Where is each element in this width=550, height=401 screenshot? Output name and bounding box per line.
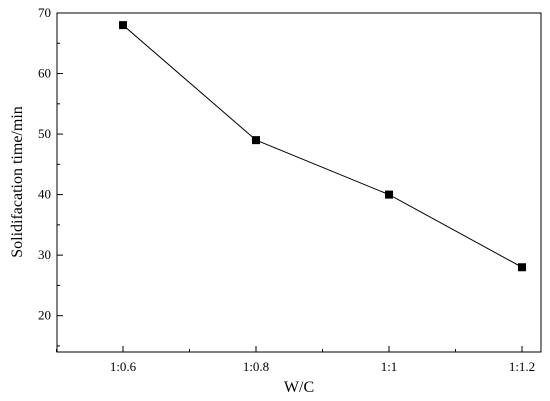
ticks-layer: 20 30 40 50 60 70 1:0.6 1:0.8 1:1 1:1.2: [38, 5, 535, 374]
data-point-marker: [385, 190, 393, 199]
y-axis-title: Solidifacation time/min: [9, 106, 26, 258]
x-tick-label: 1:0.8: [243, 359, 269, 374]
y-tick-label: 30: [38, 247, 51, 262]
y-tick-label: 20: [38, 308, 51, 323]
x-axis-title: W/C: [284, 379, 314, 396]
y-tick-label: 70: [38, 5, 51, 20]
y-tick-label: 40: [38, 187, 51, 202]
plot-area-frame: [56, 12, 542, 353]
series-line: [122, 24, 523, 268]
x-tick-label: 1:1.2: [509, 359, 535, 374]
data-point-marker: [252, 136, 260, 145]
data-point-marker: [119, 21, 127, 30]
y-tick-label: 50: [38, 126, 51, 141]
x-tick-label: 1:0.6: [110, 359, 137, 374]
x-tick-label: 1:1: [381, 359, 398, 374]
data-point-marker: [518, 263, 526, 272]
series-layer: [119, 21, 526, 272]
y-tick-label: 60: [38, 66, 51, 81]
